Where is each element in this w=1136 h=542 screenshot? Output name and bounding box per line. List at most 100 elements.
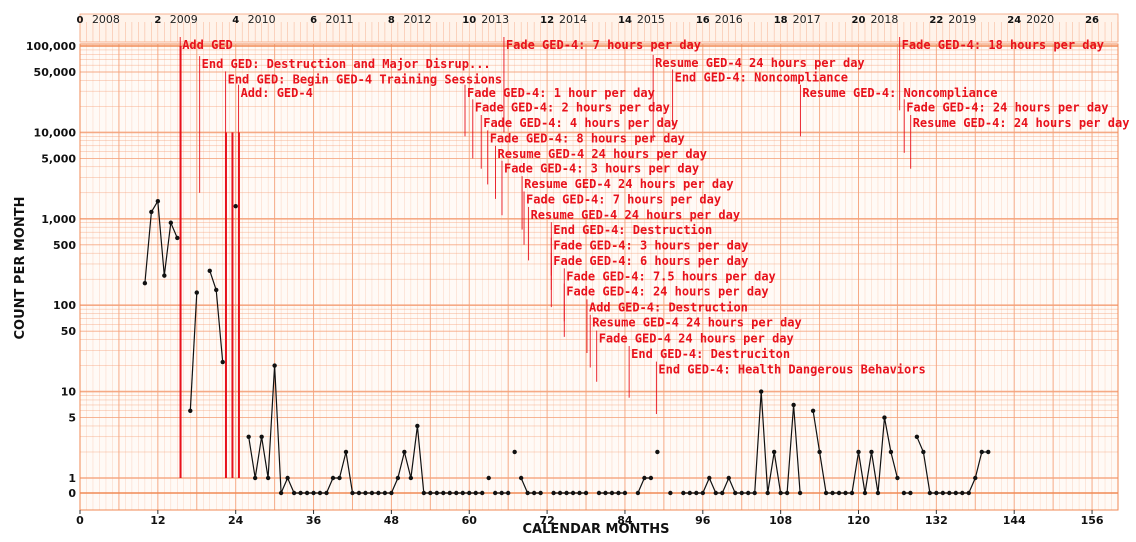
data-point xyxy=(752,490,757,496)
x-tick-label: 12 xyxy=(150,514,165,527)
top-tick-label: 10 xyxy=(462,15,476,26)
data-point xyxy=(888,449,894,455)
data-point xyxy=(577,490,582,496)
series-line xyxy=(144,199,178,284)
data-point xyxy=(162,273,167,278)
data-point xyxy=(149,209,154,215)
data-point xyxy=(168,220,174,225)
axes: 2008 2009 2010 2011 2012 2013 2014 2015 2016 2017… xyxy=(26,13,1119,527)
data-point xyxy=(784,490,790,496)
data-point xyxy=(493,490,498,496)
data-point xyxy=(356,490,362,496)
x-tick-label: 36 xyxy=(306,514,322,527)
top-tick-label: 20 xyxy=(852,15,866,26)
data-point xyxy=(940,490,946,496)
data-point xyxy=(188,408,193,413)
data-point xyxy=(518,475,524,481)
data-point xyxy=(259,434,264,439)
top-tick-label: 4 xyxy=(232,15,239,26)
data-point xyxy=(467,490,472,496)
annotation-label: Add GED xyxy=(182,38,233,52)
annotation-label: Resume GED-4 24 hours per day xyxy=(531,208,741,222)
data-point xyxy=(869,449,874,455)
data-point xyxy=(265,475,271,481)
data-point xyxy=(525,490,530,496)
data-point xyxy=(694,490,699,496)
data-point xyxy=(648,475,654,481)
data-point xyxy=(570,490,576,496)
annotation-label: Fade GED-4: 1 hour per day xyxy=(467,86,655,100)
top-tick-label: 26 xyxy=(1085,15,1099,26)
y-tick-label: 100 xyxy=(53,299,76,312)
y-tick-label: 1,000 xyxy=(41,213,76,226)
data-point xyxy=(700,490,705,496)
data-point xyxy=(486,475,491,481)
data-point xyxy=(428,490,433,496)
data-point xyxy=(726,475,731,481)
data-point xyxy=(875,490,881,496)
x-tick-label: 144 xyxy=(1003,514,1026,527)
data-point xyxy=(155,198,161,204)
annotation-label: End GED-4: Noncompliance xyxy=(675,71,848,85)
top-tick-label: 16 xyxy=(696,15,710,26)
year-label: 2014 xyxy=(559,13,587,26)
data-point xyxy=(350,490,355,496)
data-point xyxy=(369,490,375,496)
data-point xyxy=(849,490,855,496)
data-point xyxy=(791,402,796,408)
data-point xyxy=(220,359,225,365)
annotation-label: Fade GED-4: 2 hours per day xyxy=(475,100,670,114)
annotation-label: End GED: Destruction and Major Disrup... xyxy=(202,57,491,71)
data-point xyxy=(291,490,297,496)
data-point xyxy=(460,490,465,496)
top-tick-label: 14 xyxy=(618,15,632,26)
data-point xyxy=(856,449,861,455)
year-label: 2016 xyxy=(715,13,743,26)
data-point xyxy=(311,490,316,496)
x-tick-label: 96 xyxy=(695,514,711,527)
annotation-label: Fade GED-4: 6 hours per day xyxy=(553,254,748,268)
data-point xyxy=(953,490,959,496)
data-point xyxy=(895,475,900,481)
y-tick-label: 10 xyxy=(61,386,77,399)
data-point xyxy=(505,490,511,496)
data-point xyxy=(836,490,842,496)
top-tick-label: 24 xyxy=(1007,15,1021,26)
data-point xyxy=(538,490,543,496)
x-tick-label: 132 xyxy=(925,514,948,527)
data-point xyxy=(252,475,258,481)
series-line xyxy=(189,292,198,411)
data-point xyxy=(901,490,907,496)
annotation-label: Fade GED-4: 4 hours per day xyxy=(483,116,678,130)
annotations: Add GED End GED: Destruction and Major Di… xyxy=(179,37,1130,478)
data-point xyxy=(934,490,939,496)
data-point xyxy=(973,475,978,481)
data-point xyxy=(797,490,803,496)
data-point xyxy=(979,449,984,455)
x-tick-label: 48 xyxy=(384,514,399,527)
y-tick-label: 10,000 xyxy=(34,126,77,139)
annotation-label: Resume GED-4: 24 hours per day xyxy=(913,116,1130,130)
x-tick-label: 84 xyxy=(617,514,633,527)
x-tick-label: 156 xyxy=(1081,514,1104,527)
annotation-label: Resume GED-4 24 hours per day xyxy=(592,316,802,330)
y-tick-label: 1 xyxy=(68,472,76,485)
y-tick-label: 50 xyxy=(61,325,77,338)
top-tick-label: 6 xyxy=(310,15,317,26)
top-tick-label: 12 xyxy=(540,15,554,26)
top-tick-label: 22 xyxy=(929,15,943,26)
data-point xyxy=(376,490,381,496)
x-tick-label: 0 xyxy=(76,514,84,527)
data-point xyxy=(655,449,660,455)
x-tick-label: 108 xyxy=(769,514,792,527)
series-line xyxy=(916,436,989,494)
y-axis-label: COUNT PER MONTH xyxy=(13,197,28,340)
data-point xyxy=(285,475,290,481)
annotation-label: Add GED-4: Destruction xyxy=(589,300,748,314)
plot-frame xyxy=(79,43,1119,511)
data-point xyxy=(480,490,485,496)
year-label: 2015 xyxy=(637,13,665,26)
x-tick-label: 72 xyxy=(539,514,554,527)
